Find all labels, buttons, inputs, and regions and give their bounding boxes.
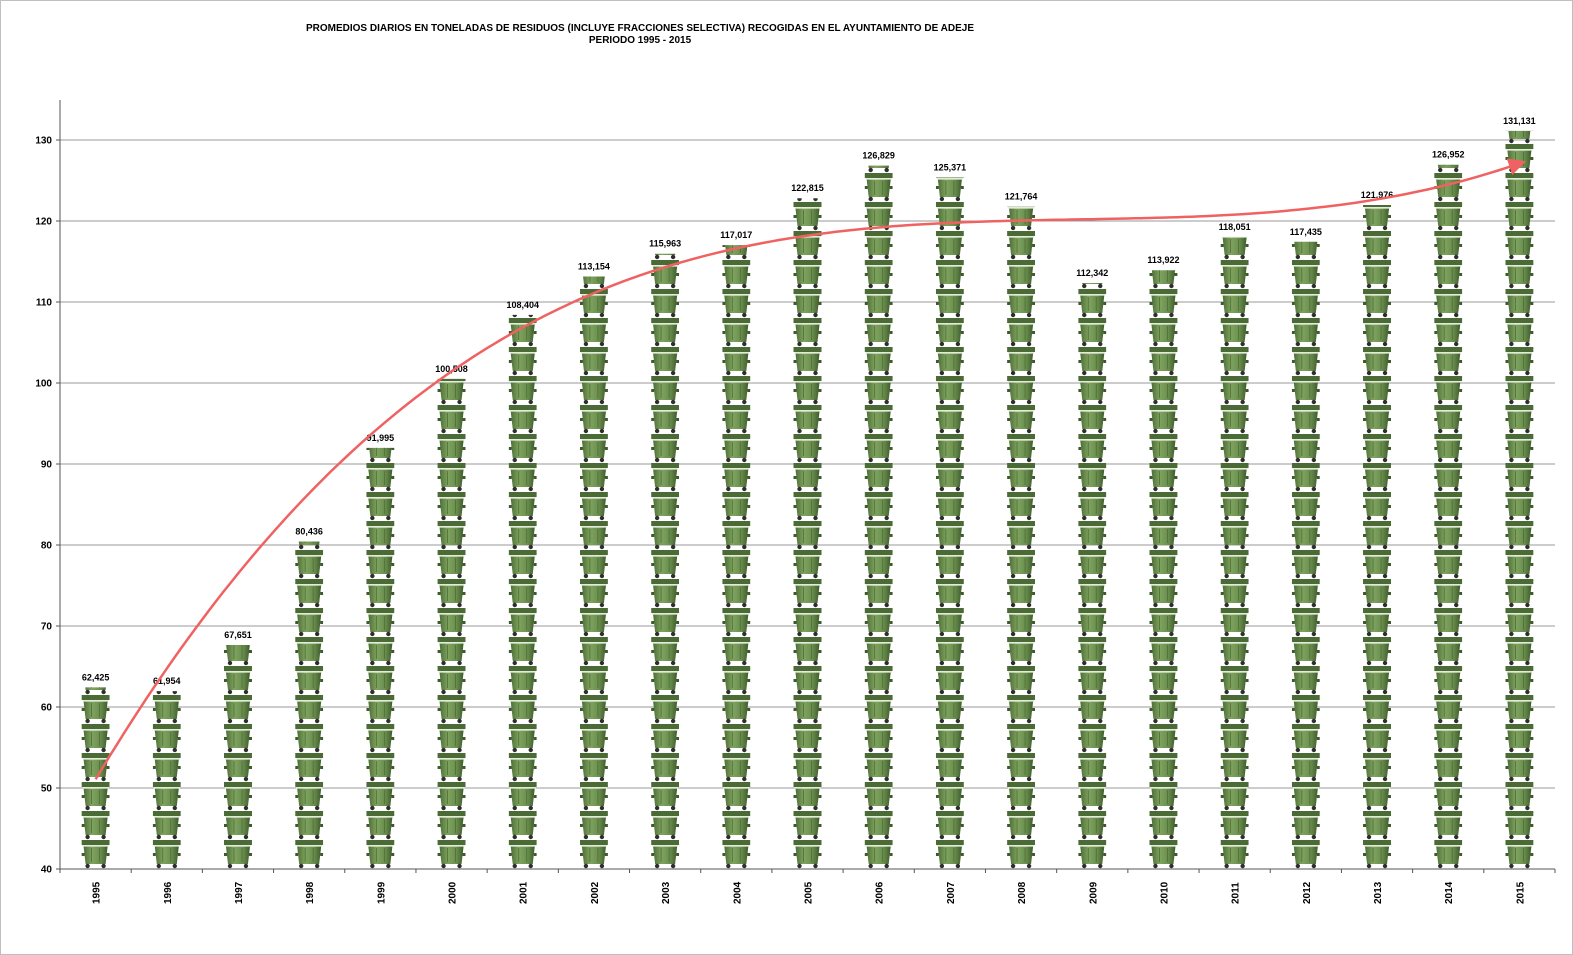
data-label: 91,995 bbox=[367, 433, 395, 443]
bar-2012 bbox=[1291, 241, 1320, 869]
data-label: 122,815 bbox=[791, 183, 824, 193]
y-tick-label: 50 bbox=[41, 784, 53, 795]
bar-2000 bbox=[437, 378, 466, 869]
bar-2002 bbox=[579, 276, 608, 869]
y-tick-label: 70 bbox=[41, 622, 53, 633]
data-label: 112,342 bbox=[1076, 268, 1108, 278]
x-tick-label: 2011 bbox=[1231, 882, 1242, 904]
x-tick-label: 2015 bbox=[1515, 881, 1526, 904]
x-tick-label: 1997 bbox=[234, 881, 245, 904]
data-label: 117,435 bbox=[1290, 227, 1322, 237]
x-tick-label: 1999 bbox=[376, 881, 387, 904]
data-label: 61,954 bbox=[153, 676, 181, 686]
data-label: 113,922 bbox=[1147, 255, 1179, 265]
data-label: 113,154 bbox=[578, 261, 610, 271]
bar-1997 bbox=[223, 645, 252, 869]
y-axis: 40 50 60 70 80 90 100 110 120 130 bbox=[35, 100, 61, 876]
trendline bbox=[94, 158, 1527, 780]
data-label: 126,952 bbox=[1432, 150, 1465, 160]
y-tick-label: 110 bbox=[36, 298, 53, 309]
data-label: 67,651 bbox=[224, 630, 252, 640]
bar-2014 bbox=[1434, 164, 1463, 869]
data-label: 100,508 bbox=[435, 364, 468, 374]
trend-line bbox=[94, 158, 1527, 780]
x-tick-label: 1995 bbox=[92, 881, 103, 904]
data-label: 121,764 bbox=[1005, 192, 1038, 202]
bar-2013 bbox=[1363, 204, 1392, 869]
y-tick-label: 120 bbox=[35, 217, 52, 228]
bar-2015 bbox=[1505, 130, 1534, 869]
data-label: 126,829 bbox=[862, 151, 895, 161]
data-label: 125,371 bbox=[934, 162, 967, 172]
y-tick-label: 80 bbox=[41, 541, 53, 552]
data-label: 80,436 bbox=[295, 526, 323, 536]
x-tick-label: 2007 bbox=[946, 881, 957, 904]
x-tick-label: 1998 bbox=[305, 881, 316, 904]
bar-2003 bbox=[651, 253, 680, 869]
data-label: 115,963 bbox=[649, 239, 681, 249]
data-label: 117,017 bbox=[720, 230, 752, 240]
x-tick-label: 2006 bbox=[875, 881, 886, 904]
data-label: 121,976 bbox=[1361, 190, 1394, 200]
x-tick-label: 2000 bbox=[448, 881, 459, 904]
bar-2004 bbox=[722, 245, 751, 869]
x-tick-label: 2004 bbox=[732, 881, 743, 904]
data-label: 108,404 bbox=[506, 300, 539, 310]
x-tick-label: 2008 bbox=[1017, 881, 1028, 904]
bar-2011 bbox=[1220, 236, 1249, 869]
x-tick-label: 2002 bbox=[590, 881, 601, 904]
bar-1996 bbox=[152, 691, 181, 869]
y-tick-label: 60 bbox=[41, 703, 53, 714]
bar-2005 bbox=[793, 198, 822, 869]
data-labels: 62,425 61,954 67,651 80,436 91,995 100,508 108… bbox=[82, 116, 1536, 686]
y-tick-label: 90 bbox=[41, 460, 53, 471]
x-tick-label: 2010 bbox=[1159, 881, 1170, 904]
bar-1999 bbox=[366, 447, 395, 869]
x-tick-label: 2013 bbox=[1373, 881, 1384, 904]
bar-1998 bbox=[295, 541, 324, 869]
y-tick-label: 100 bbox=[35, 379, 52, 390]
bar-2001 bbox=[508, 314, 537, 869]
bar-2006 bbox=[864, 165, 893, 869]
bar-2010 bbox=[1149, 270, 1178, 869]
x-tick-label: 2014 bbox=[1444, 881, 1455, 904]
bar-2009 bbox=[1078, 283, 1107, 869]
data-label: 131,131 bbox=[1503, 116, 1536, 126]
chart-title: PROMEDIOS DIARIOS EN TONELADAS DE RESIDU… bbox=[305, 23, 975, 34]
x-tick-label: 2003 bbox=[661, 881, 672, 904]
x-tick-label: 2001 bbox=[519, 881, 530, 904]
x-tick-label: 2012 bbox=[1302, 881, 1313, 904]
x-axis: 1995 1996 1997 1998 1999 2000 2001 2002 2003 2004… bbox=[59, 868, 1556, 904]
y-tick-label: 40 bbox=[41, 865, 53, 876]
data-label: 118,051 bbox=[1219, 222, 1251, 232]
bar-2007 bbox=[935, 177, 964, 869]
bar-1995 bbox=[81, 687, 110, 869]
bar-2008 bbox=[1007, 206, 1036, 869]
x-tick-label: 2009 bbox=[1088, 881, 1099, 904]
x-tick-label: 2005 bbox=[804, 881, 815, 904]
data-label: 62,425 bbox=[82, 672, 110, 682]
y-tick-label: 130 bbox=[35, 136, 52, 147]
x-tick-label: 1996 bbox=[163, 881, 174, 904]
chart-subtitle: PERIODO 1995 - 2015 bbox=[588, 35, 692, 46]
